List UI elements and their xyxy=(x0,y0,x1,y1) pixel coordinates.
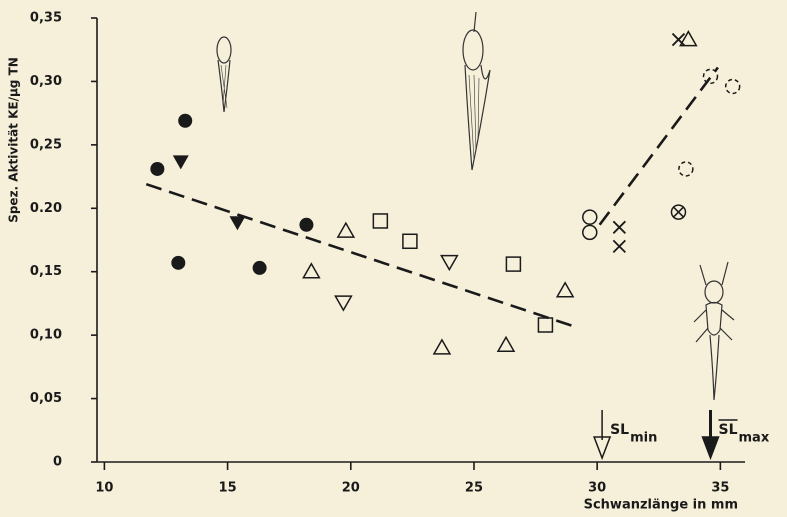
y-axis-label: Spez. Aktivität KE/µg TN xyxy=(7,57,21,223)
point xyxy=(336,221,356,238)
y-tick-label: 0,05 xyxy=(30,391,62,406)
point xyxy=(432,338,452,355)
point xyxy=(178,113,193,128)
point xyxy=(670,204,687,220)
marker-sub: min xyxy=(630,431,657,446)
y-tick-label: 0,15 xyxy=(30,264,62,279)
marker-label: SL xyxy=(610,422,629,438)
point xyxy=(496,335,516,353)
tadpole-medium xyxy=(462,11,491,171)
marker-arrow xyxy=(593,436,612,461)
point xyxy=(171,255,186,270)
y-tick-label: 0,30 xyxy=(30,74,62,89)
x-tick-label: 20 xyxy=(342,481,360,496)
y-tick-label: 0.20 xyxy=(30,201,62,216)
marker-arrow xyxy=(701,436,720,461)
fit-line xyxy=(598,66,719,226)
point xyxy=(612,239,626,253)
point xyxy=(612,220,626,234)
point xyxy=(678,161,694,177)
marker-sub: max xyxy=(739,431,770,446)
x-axis-label: Schwanzlänge in mm xyxy=(584,498,738,513)
point xyxy=(582,224,598,241)
x-tick-label: 35 xyxy=(711,481,729,496)
point xyxy=(172,155,189,170)
y-tick-label: 0 xyxy=(53,455,62,470)
point xyxy=(372,213,389,229)
point xyxy=(402,233,418,250)
point xyxy=(252,260,267,275)
point xyxy=(299,217,314,232)
newt-larva xyxy=(693,261,735,401)
point xyxy=(582,209,598,225)
point xyxy=(537,317,554,333)
point xyxy=(334,295,353,312)
point xyxy=(724,78,741,95)
fit-line xyxy=(145,182,578,329)
point xyxy=(702,68,719,85)
x-tick-label: 15 xyxy=(219,481,237,496)
point xyxy=(229,216,246,231)
point xyxy=(302,262,321,279)
point xyxy=(440,254,459,272)
tadpole-small xyxy=(216,36,232,113)
point xyxy=(150,161,165,176)
point xyxy=(679,30,698,47)
x-tick-label: 10 xyxy=(95,481,113,496)
y-tick-label: 0,10 xyxy=(30,328,62,343)
marker-label: SL xyxy=(719,422,738,438)
point xyxy=(505,256,522,272)
x-tick-label: 25 xyxy=(465,481,483,496)
y-tick-label: 0,25 xyxy=(30,137,62,152)
x-tick-label: 30 xyxy=(588,481,606,496)
point xyxy=(555,281,575,298)
y-tick-label: 0,35 xyxy=(30,11,62,26)
point xyxy=(671,32,686,47)
